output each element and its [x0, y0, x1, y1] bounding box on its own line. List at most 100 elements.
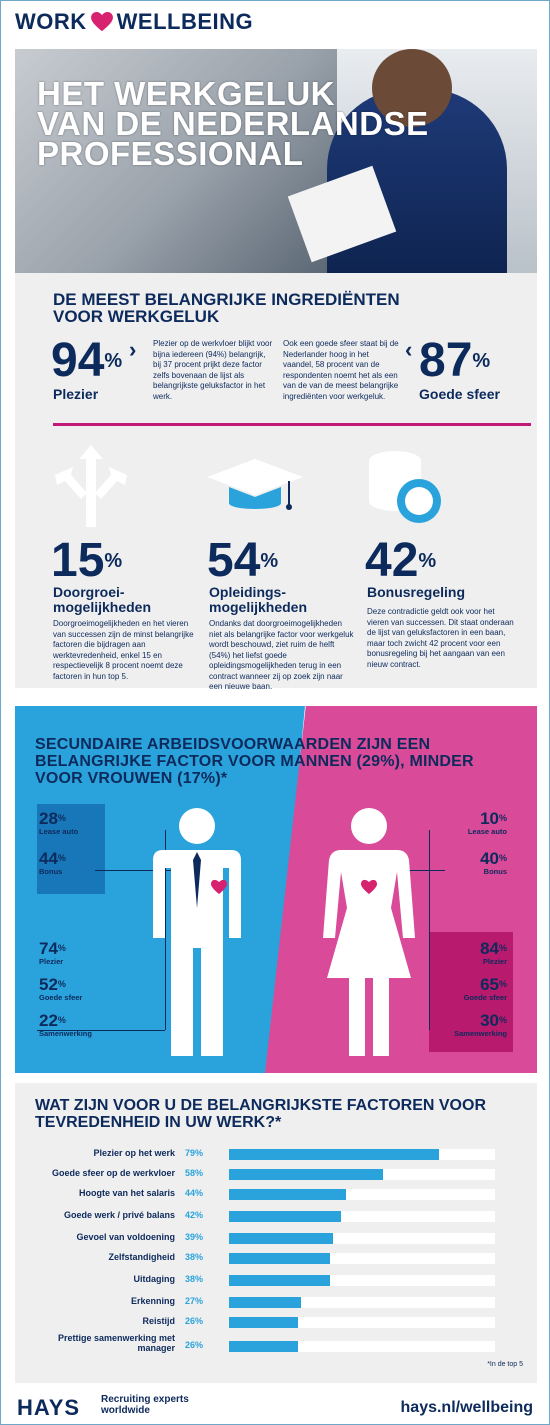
bar-row: Prettige samenwerking met manager 26%: [15, 1333, 537, 1357]
bar-track: [229, 1317, 495, 1328]
factors-title: WAT ZIJN VOOR U DE BELANGRIJKSTE FACTORE…: [35, 1097, 486, 1131]
bar-track: [229, 1297, 495, 1308]
bar-value-label: 27%: [185, 1296, 204, 1306]
women-line-vertical: [429, 830, 430, 1030]
bar-track: [229, 1149, 495, 1160]
women-stat-samenwerking: 30% Samenwerking: [454, 1011, 507, 1038]
ingredients-title: DE MEEST BELANGRIJKE INGREDIËNTEN VOOR W…: [53, 290, 400, 326]
graduation-cap-icon: [207, 459, 303, 510]
bar-value-label: 26%: [185, 1340, 204, 1350]
bar-label: Hoogte van het salaris: [78, 1188, 175, 1198]
bonus-label: Bonusregeling: [367, 584, 466, 600]
bar-row: Goede werk / privé balans 42%: [15, 1207, 537, 1227]
bar: [229, 1169, 384, 1180]
bar: [229, 1341, 299, 1352]
bar-track: [229, 1189, 495, 1200]
bar: [229, 1189, 347, 1200]
heart-icon: [90, 12, 113, 32]
divider: [53, 423, 531, 426]
bar-label: Gevoel van voldoening: [76, 1232, 175, 1242]
brand-logo: WORK WELLBEING: [15, 9, 253, 35]
sfeer-text: Ook een goede sfeer staat bij de Nederla…: [283, 339, 399, 401]
coins-icon: [369, 451, 441, 523]
bar-row: Plezier op het werk 79%: [15, 1145, 537, 1165]
bar-label: Goede sfeer op de werkvloer: [51, 1168, 175, 1178]
bar-track: [229, 1253, 495, 1264]
website-link[interactable]: hays.nl/wellbeing: [400, 1399, 533, 1416]
gender-section: SECUNDAIRE ARBEIDSVOORWAARDEN ZIJN EEN B…: [15, 706, 537, 1073]
tagline: Recruiting experts worldwide: [101, 1394, 189, 1416]
men-stat-plezier: 74% Plezier: [39, 939, 66, 966]
plezier-value: 94%: [51, 334, 123, 387]
women-stat-lease: 10% Lease auto: [467, 809, 507, 836]
plezier-label: Plezier: [53, 386, 99, 402]
groei-label: Doorgroei- mogelijkheden: [53, 584, 152, 615]
women-stat-bonus: 40% Bonus: [480, 849, 507, 876]
bar-label: Zelfstandigheid: [108, 1252, 175, 1262]
sfeer-value: 87%: [419, 334, 491, 387]
men-stat-samenwerking: 22% Samenwerking: [39, 1011, 92, 1038]
bar-row: Gevoel van voldoening 39%: [15, 1229, 537, 1249]
sfeer-label: Goede sfeer: [419, 386, 500, 402]
women-stat-plezier: 84% Plezier: [480, 939, 507, 966]
bar-label: Reistijd: [142, 1316, 175, 1326]
factors-section: WAT ZIJN VOOR U DE BELANGRIJKSTE FACTORE…: [15, 1083, 537, 1383]
bar: [229, 1297, 301, 1308]
bar-label: Plezier op het werk: [93, 1148, 175, 1158]
bar: [229, 1233, 333, 1244]
plezier-text: Plezier op de werkvloer blijkt voor bijn…: [153, 339, 273, 401]
bar-value-label: 39%: [185, 1232, 204, 1242]
opleiding-value: 54%: [207, 534, 279, 587]
hero-title-line-2: VAN DE NEDERLANDSE: [37, 105, 429, 142]
bonus-value: 42%: [365, 534, 437, 587]
chevron-right-icon: ›: [129, 337, 137, 362]
men-stat-lease: 28% Lease auto: [39, 809, 79, 836]
bar-track: [229, 1341, 495, 1352]
arrows-icon: [55, 445, 127, 527]
bar: [229, 1275, 331, 1286]
opleiding-label: Opleidings- mogelijkheden: [209, 584, 308, 615]
bar-row: Zelfstandigheid 38%: [15, 1249, 537, 1269]
men-stat-bonus: 44% Bonus: [39, 849, 66, 876]
brand-work: WORK: [15, 9, 87, 34]
hero-title: HET WERKGELUK VAN DE NEDERLANDSE PROFESS…: [37, 75, 429, 172]
groei-text: Doorgroeimogelijkheden en het vieren van…: [53, 619, 194, 681]
bar-value-label: 44%: [185, 1188, 204, 1198]
groei-value: 15%: [51, 534, 123, 587]
bar-value-label: 42%: [185, 1210, 204, 1220]
men-line-bottom: [37, 1030, 165, 1031]
hero-title-line-1: HET WERKGELUK: [37, 75, 335, 112]
bar: [229, 1211, 341, 1222]
ingredients-section: DE MEEST BELANGRIJKE INGREDIËNTEN VOOR W…: [15, 273, 537, 691]
bar-value-label: 38%: [185, 1252, 204, 1262]
bar-track: [229, 1211, 495, 1222]
bar-label: Goede werk / privé balans: [63, 1210, 175, 1220]
bar-label: Uitdaging: [133, 1274, 176, 1284]
bar: [229, 1253, 331, 1264]
footnote: *In de top 5: [487, 1361, 523, 1368]
hays-logo: HAYS: [17, 1395, 81, 1420]
gender-title: SECUNDAIRE ARBEIDSVOORWAARDEN ZIJN EEN B…: [35, 736, 474, 787]
bar-label: Erkenning: [130, 1296, 175, 1306]
bar-value-label: 58%: [185, 1168, 204, 1178]
bar: [229, 1317, 299, 1328]
bar-track: [229, 1233, 495, 1244]
women-highlight-box: [429, 932, 513, 1052]
bar-value-label: 79%: [185, 1148, 204, 1158]
hero-person-head: [372, 49, 452, 127]
bar-row: Reistijd 26%: [15, 1313, 537, 1333]
bar-track: [229, 1169, 495, 1180]
opleiding-text: Ondanks dat doorgroeimogelijkheden niet …: [209, 619, 354, 691]
hero-title-line-3: PROFESSIONAL: [37, 135, 304, 172]
bonus-text: Deze contradictie geldt ook voor het vie…: [367, 607, 514, 669]
brand-wellbeing: WELLBEING: [116, 9, 254, 34]
woman-figure-icon: [323, 808, 415, 1056]
bar-row: Erkenning 27%: [15, 1293, 537, 1313]
men-line-vertical: [165, 830, 166, 1030]
men-highlight-box: [37, 804, 105, 894]
men-stat-sfeer: 52% Goede sfeer: [39, 975, 83, 1002]
chevron-left-icon: ‹: [405, 337, 413, 362]
bar-track: [229, 1275, 495, 1286]
hero-photo: HET WERKGELUK VAN DE NEDERLANDSE PROFESS…: [15, 49, 537, 273]
